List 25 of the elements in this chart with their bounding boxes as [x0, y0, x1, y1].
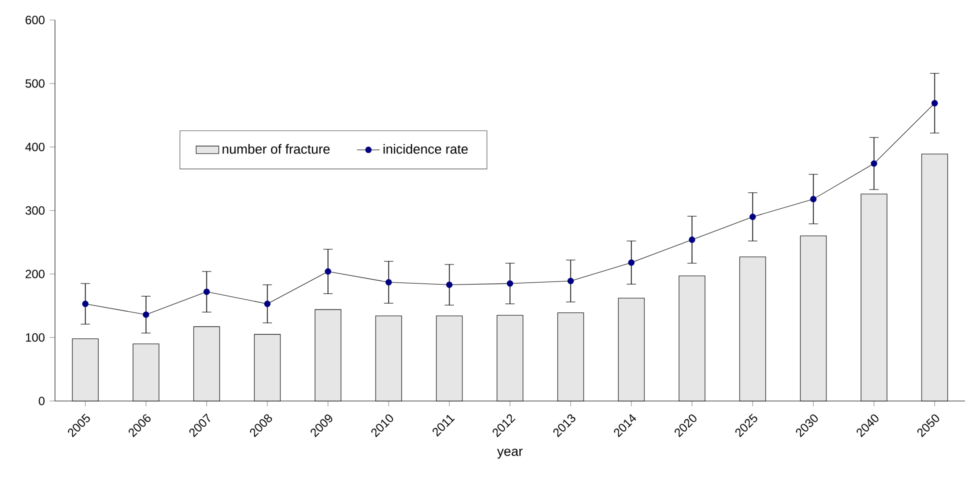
y-tick-label: 600 [26, 16, 45, 24]
point [324, 268, 332, 275]
x-axis-title: year [497, 448, 523, 459]
point [506, 280, 514, 287]
point [810, 196, 817, 202]
point [870, 160, 878, 167]
point [203, 288, 210, 295]
point [628, 259, 635, 266]
point [567, 278, 574, 284]
y-tick-label: 500 [26, 79, 45, 88]
point [264, 300, 271, 308]
legend-label: number of fracture [222, 144, 330, 154]
point [688, 236, 696, 243]
y-tick-label: 300 [26, 206, 45, 215]
y-tick-label: 400 [25, 142, 45, 152]
point [82, 300, 89, 308]
point [446, 282, 453, 288]
point [385, 279, 392, 286]
legend-label: inicidence rate [384, 144, 468, 154]
point [931, 100, 938, 106]
point [142, 311, 150, 318]
y-tick-label: 0 [38, 396, 45, 406]
point [749, 214, 756, 220]
y-tick-label: 100 [26, 333, 45, 342]
y-tick-label: 200 [26, 270, 45, 278]
